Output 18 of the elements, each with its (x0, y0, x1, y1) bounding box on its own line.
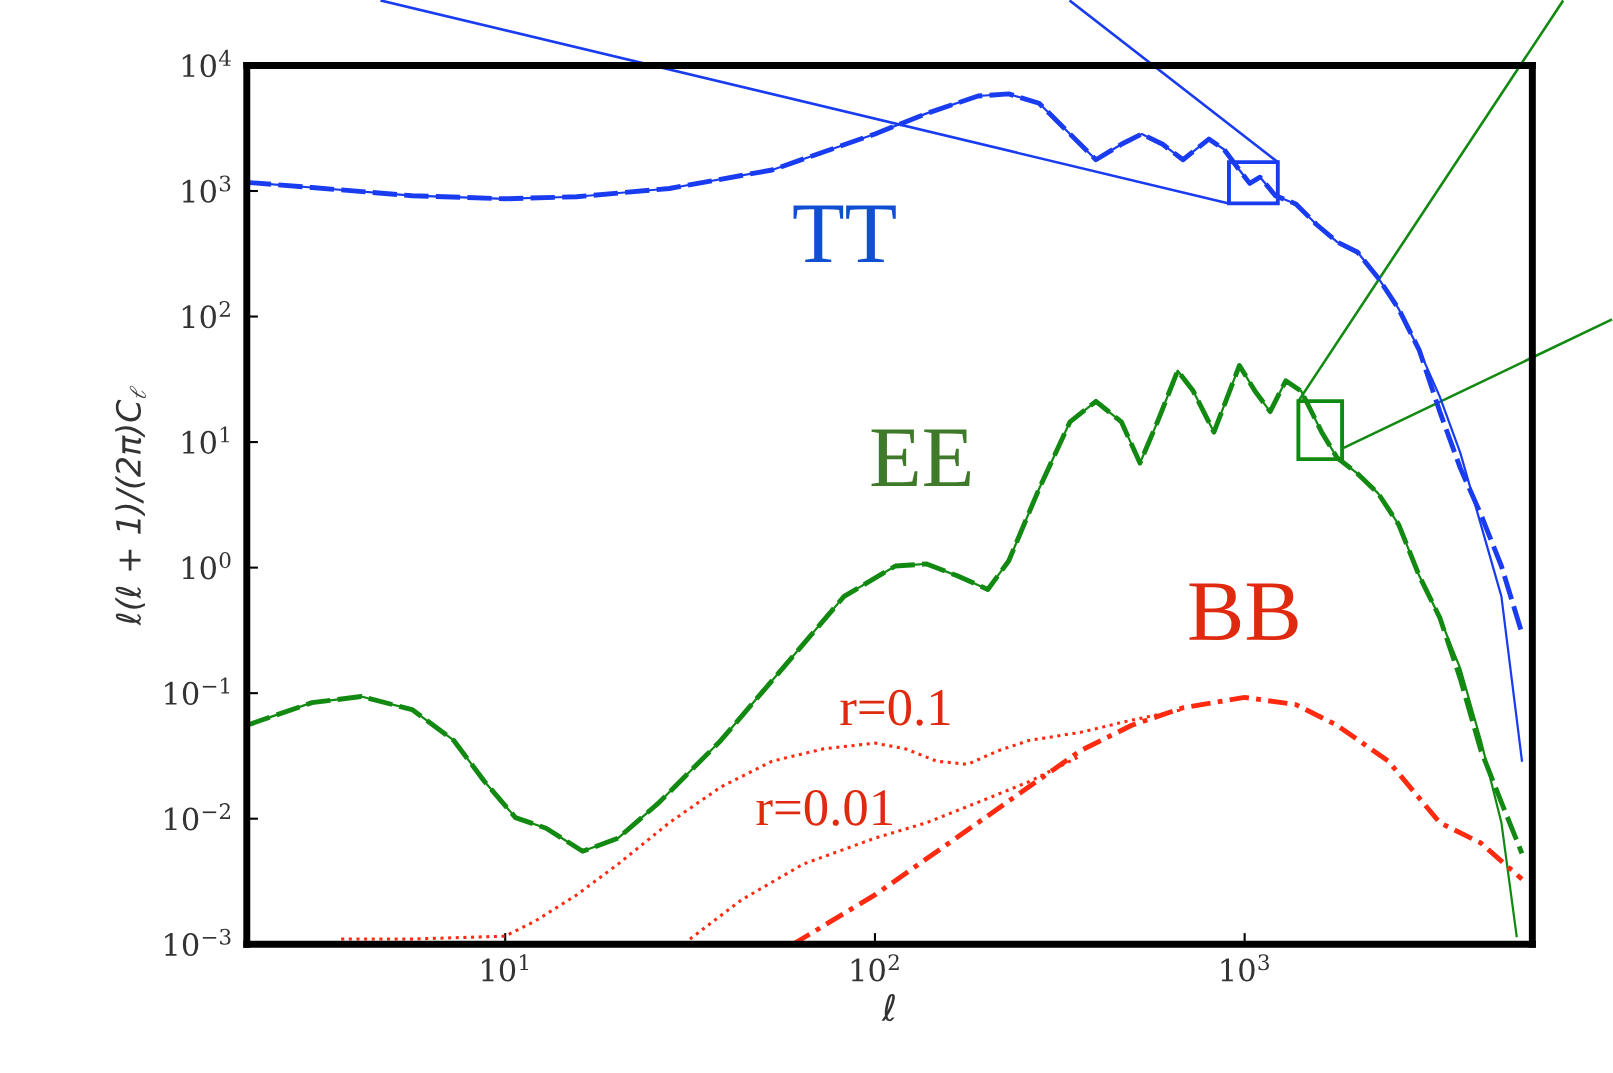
annotation: EE (871, 429, 971, 487)
annotation: r=0.1 (840, 689, 950, 726)
x-axis-title: ℓ (881, 993, 895, 1022)
y-tick-label: 10$^{−1}$ (165, 677, 230, 705)
annotation: r=0.01 (756, 790, 892, 826)
y-tick-label: 10$^{−2}$ (165, 803, 230, 831)
y-axis-title: ℓ(ℓ + 1)/(2π)C$_{ℓ}$ (115, 385, 146, 626)
x-tick-label: 10$^{3}$ (1221, 954, 1269, 982)
y-tick-label: 10$^{−3}$ (165, 928, 231, 957)
annotation: BB (1189, 583, 1298, 641)
x-tick-label: 10$^{1}$ (482, 954, 529, 982)
y-tick-label: 10$^{3}$ (182, 175, 231, 203)
annotation: TT (793, 205, 896, 262)
y-tick-label: 10$^{2}$ (182, 300, 230, 329)
x-tick-label: 10$^{2}$ (851, 954, 899, 982)
y-tick-label: 10$^{1}$ (182, 426, 229, 454)
y-tick-label: 10$^{0}$ (182, 552, 231, 580)
y-tick-label: 10$^{4}$ (182, 49, 231, 78)
